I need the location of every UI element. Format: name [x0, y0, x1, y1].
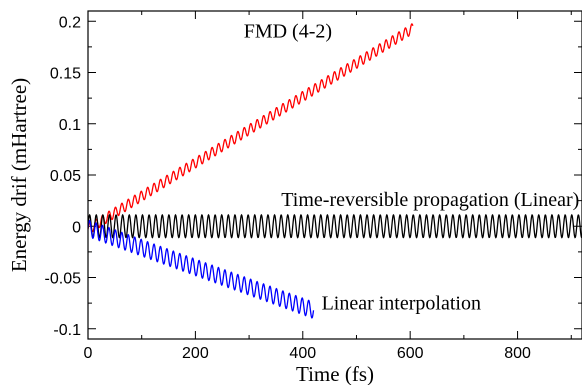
y-tick-label: 0.2: [59, 14, 81, 31]
x-tick-label: 200: [182, 345, 209, 362]
x-tick-label: 800: [504, 345, 531, 362]
tick-labels: 0 200 400 600 800 -0.1 -0.05 0 0.05 0.1 0.15 0.2: [45, 14, 531, 362]
y-tick-label: 0: [72, 219, 81, 236]
y-tick-label: -0.05: [45, 271, 82, 288]
series-line-2: [88, 219, 315, 319]
y-tick-label: -0.1: [53, 322, 81, 339]
x-axis-title: Time (fs): [296, 362, 374, 385]
x-tick-label: 600: [397, 345, 424, 362]
y-tick-label: 0.15: [50, 66, 81, 83]
plot-frame: [87, 10, 582, 340]
series-annotation: Linear interpolation: [322, 292, 481, 314]
axis-ticks: [87, 11, 582, 339]
series-annotation: FMD (4-2): [244, 21, 332, 43]
y-tick-label: 0.1: [59, 117, 81, 134]
series-line-0: [88, 23, 414, 233]
series-layer: [88, 23, 582, 319]
series-line-1: [88, 213, 582, 239]
series-annotation: Time-reversible propagation (Linear): [281, 189, 579, 211]
y-tick-label: 0.05: [50, 168, 81, 185]
annotations: FMD (4-2) Time-reversible propagation (Li…: [244, 21, 580, 315]
x-tick-label: 400: [289, 345, 316, 362]
y-axis-title: Energy drif (mHartree): [7, 78, 31, 272]
x-tick-label: 0: [84, 345, 93, 362]
